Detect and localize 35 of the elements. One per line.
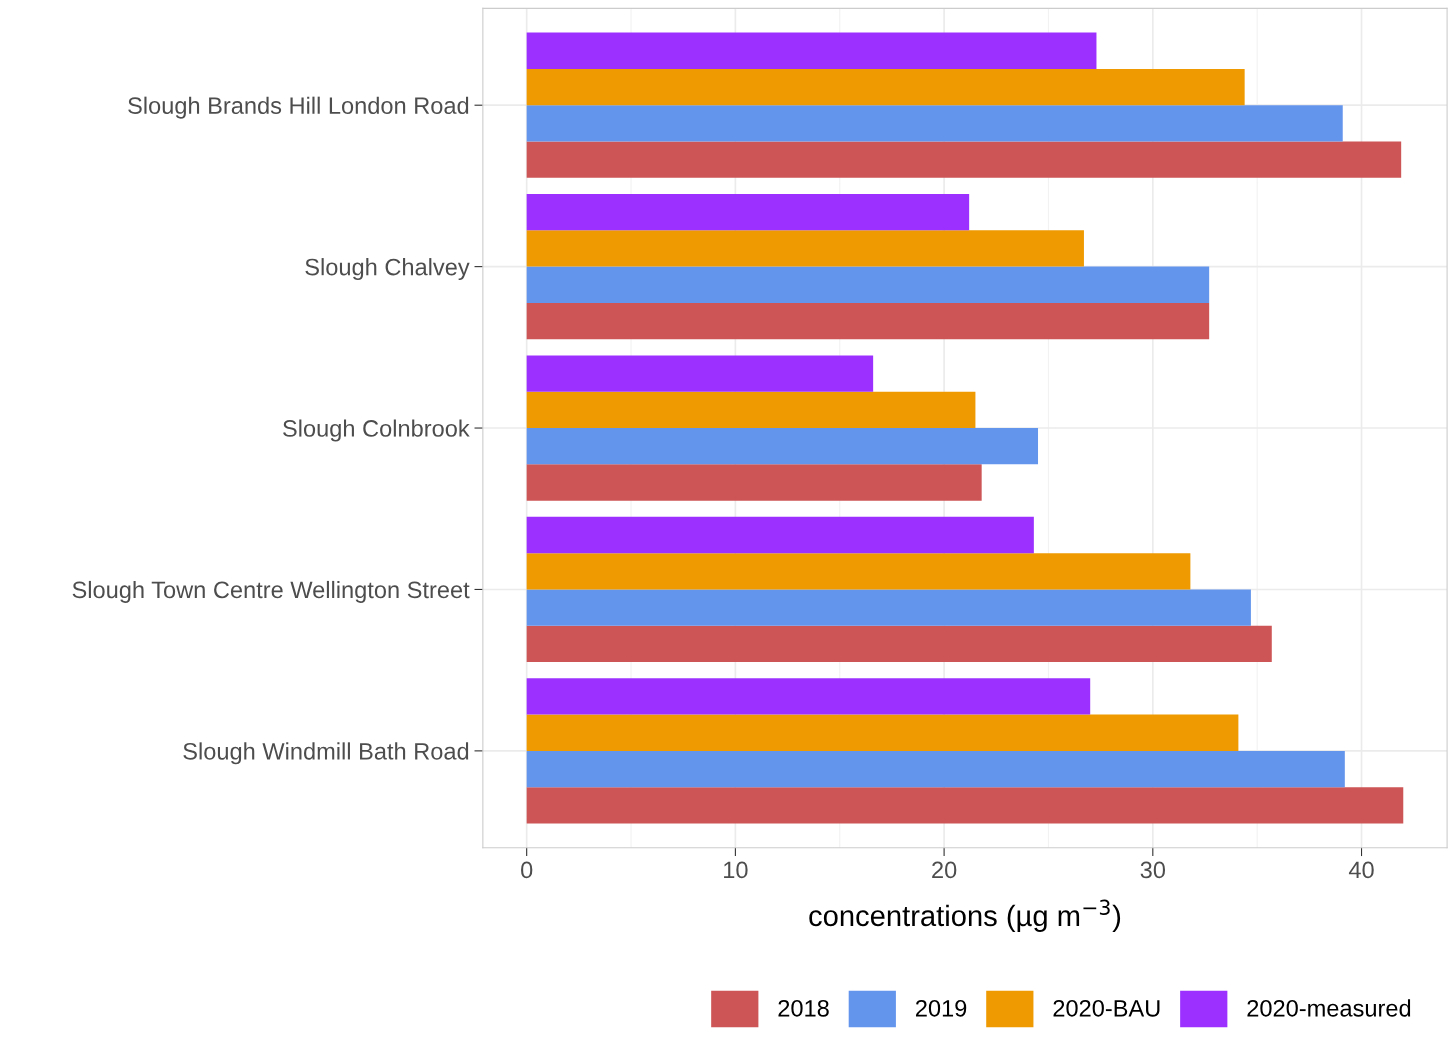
y-tick-label: Slough Colnbrook (283, 419, 470, 442)
bar (526, 714, 1239, 751)
y-tick-label: Slough Windmill Bath Road (183, 742, 469, 765)
legend-label: 2019 (915, 999, 967, 1017)
bar (526, 302, 1210, 340)
bar (526, 678, 1091, 715)
y-tick-label: Slough Town Centre Wellington Street (72, 580, 470, 603)
bar (526, 32, 1097, 69)
bar (526, 625, 1272, 663)
bar (526, 355, 874, 392)
x-tick-label: 0 (521, 861, 533, 879)
bar (526, 553, 1191, 590)
bar (526, 787, 1404, 824)
bar (526, 141, 1402, 178)
x-tick-label: 40 (1348, 861, 1374, 879)
legend-label: 2018 (778, 999, 829, 1017)
bar (526, 193, 970, 231)
x-axis-title: concentrations (µg m$^{−3}$) (809, 899, 1121, 932)
legend-label: 2020-measured (1247, 999, 1411, 1017)
bar (526, 464, 982, 501)
bar (526, 516, 1034, 554)
y-tick-label: Slough Chalvey (305, 258, 470, 281)
x-tick-label: 30 (1140, 861, 1166, 879)
bar (526, 750, 1345, 788)
y-tick-label: Slough Brands Hill London Road (128, 96, 469, 119)
bar (526, 428, 1039, 465)
bar (526, 589, 1251, 626)
bar (526, 105, 1343, 142)
legend-label: 2020-BAU (1053, 999, 1160, 1017)
bar (526, 68, 1245, 106)
x-tick-label: 10 (724, 861, 748, 879)
bar (526, 391, 976, 429)
bar (526, 230, 1084, 267)
bar (526, 266, 1210, 303)
x-tick-label: 20 (932, 861, 957, 879)
